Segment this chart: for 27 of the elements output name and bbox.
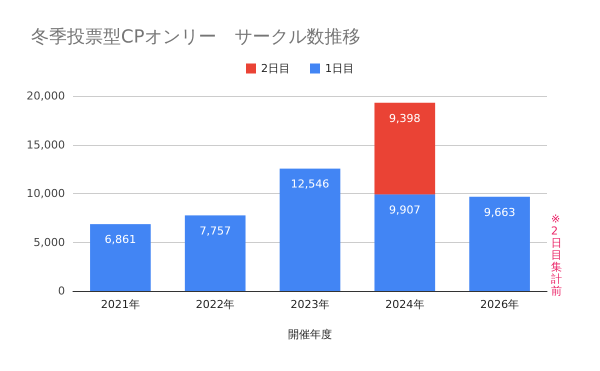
x-tick-label: 2021年 [100, 298, 140, 311]
bar [90, 224, 151, 291]
chart-title: 冬季投票型CPオンリー サークル数推移 [31, 26, 360, 48]
y-tick-label: 0 [58, 284, 65, 298]
x-tick-label: 2023年 [290, 298, 330, 311]
bar [184, 215, 246, 291]
x-axis-title: 開催年度 [288, 328, 332, 341]
bar [280, 168, 340, 291]
data-label: 9,398 [389, 112, 421, 125]
bar [374, 194, 436, 291]
data-label: 9,663 [484, 206, 516, 219]
y-tick-label: 10,000 [26, 187, 65, 200]
legend-label: 1日目 [325, 62, 354, 75]
text: ※2日目集計前 [551, 212, 562, 298]
x-tick-label: 2026年 [480, 298, 520, 311]
x-tick-label: 2024年 [385, 298, 424, 311]
y-tick-label: 5,000 [34, 236, 65, 249]
data-label: 12,546 [290, 178, 330, 191]
data-label: 6,861 [104, 233, 136, 246]
legend-label: 2日目 [261, 62, 290, 75]
y-tick-label: 20,000 [26, 90, 65, 102]
bar [374, 102, 436, 194]
data-label: 9,907 [389, 203, 421, 216]
x-tick-label: 2022年 [196, 298, 235, 311]
y-tick-label: 15,000 [26, 138, 65, 152]
data-label: 7,757 [199, 224, 231, 238]
bar [469, 196, 530, 291]
